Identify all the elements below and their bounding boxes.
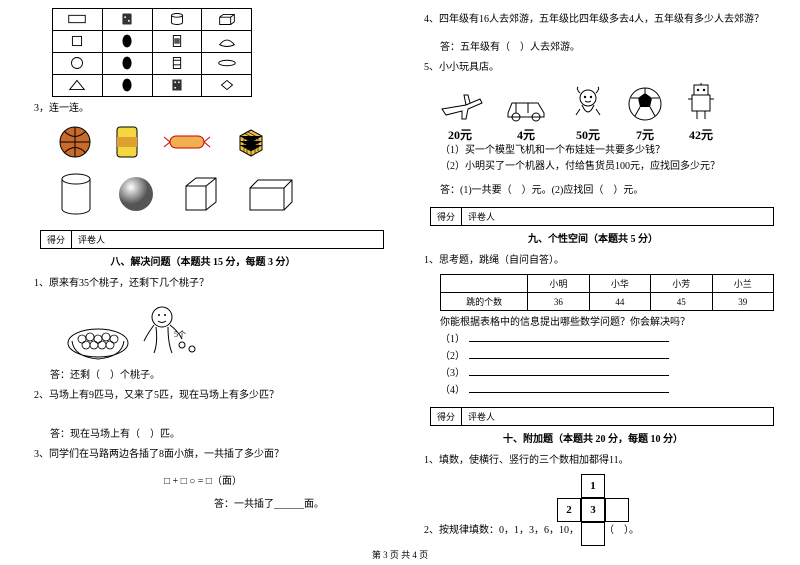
cylinder-icon: [58, 172, 94, 216]
q5-sub1: （1）买一个模型飞机和一个布娃娃一共要多少钱？: [440, 143, 774, 159]
th-blank: [441, 275, 528, 293]
q8-2-ans: 答：现在马场上有（ ）匹。: [50, 427, 384, 443]
section-10-title: 十、附加题（本题共 20 分，每题 10 分）: [412, 430, 774, 445]
jump-rope-table: 小明 小华 小芳 小兰 跳的个数 36 44 45 39: [440, 274, 774, 311]
price-0: 20元: [436, 126, 484, 143]
svg-text:5个: 5个: [174, 330, 186, 339]
th-3: 小兰: [712, 275, 773, 293]
can-icon: [114, 124, 140, 160]
score-label: 得分: [41, 231, 72, 248]
q8-3-ans: 答：一共插了______面。: [22, 495, 384, 510]
shape-category-table: [52, 8, 252, 97]
score-label: 得分: [431, 408, 462, 425]
sphere-icon: [116, 174, 156, 214]
left-column: 3，连一连。 得分 评卷人 八、解决问题（本题共 15 分，每题 3 分） 1、…: [22, 8, 384, 540]
page-footer: 第 3 页 共 4 页: [0, 548, 800, 561]
toy-items-row: [58, 124, 384, 160]
q8-3: 3、同学们在马路两边各插了8面小旗，一共插了多少面？: [34, 447, 384, 462]
grader-label: 评卷人: [462, 208, 501, 225]
cross-midL: 2: [557, 498, 581, 522]
q8-1: 1、原来有35个桃子，还剩下几个桃子？: [34, 276, 384, 291]
airplane-icon: [436, 89, 484, 123]
line-1: （1）: [440, 331, 774, 348]
val-0: 36: [528, 293, 589, 311]
val-1: 44: [589, 293, 650, 311]
cube-icon: [178, 172, 222, 216]
q9-prompt: 你能根据表格中的信息提出哪些数学问题？你会解决吗？: [440, 315, 774, 331]
grader-label: 评卷人: [72, 231, 111, 248]
robot-icon: [682, 81, 720, 123]
section-9-title: 九、个性空间（本题共 5 分）: [412, 230, 774, 245]
cross-top: 1: [581, 474, 605, 498]
line-3: （3）: [440, 365, 774, 382]
q8-2: 2、马场上有9匹马，又来了5匹，现在马场上有多少匹？: [34, 388, 384, 403]
price-2: 50元: [568, 126, 608, 143]
q8-4-ans: 答：五年级有（ ）人去郊游。: [440, 40, 774, 56]
q3-title: 3，连一连。: [34, 101, 384, 116]
price-4: 42元: [682, 126, 720, 143]
line-2: （2）: [440, 348, 774, 365]
th-2: 小芳: [651, 275, 712, 293]
th-0: 小明: [528, 275, 589, 293]
car-icon: [502, 93, 550, 123]
cross-midR: [605, 498, 629, 522]
grader-label: 评卷人: [462, 408, 501, 425]
cross-puzzle: 1 2 3: [557, 474, 629, 517]
val-2: 45: [651, 293, 712, 311]
score-box-8: 得分 评卷人: [40, 230, 384, 249]
q9-1: 1、思考题，跳绳（自问自答）。: [424, 253, 774, 268]
score-box-10: 得分 评卷人: [430, 407, 774, 426]
val-3: 39: [712, 293, 773, 311]
section-8-title: 八、解决问题（本题共 15 分，每题 3 分）: [22, 253, 384, 268]
score-label: 得分: [431, 208, 462, 225]
basketball-icon: [58, 125, 92, 159]
q10-1: 1、填数，使横行、竖行的三个数相加都得11。: [424, 453, 774, 468]
q5-ans: 答：(1)一共要（ ）元。(2)应找回（ ）元。: [440, 183, 774, 199]
peach-basket-sketch: 5个: [62, 297, 384, 366]
score-box-9: 得分 评卷人: [430, 207, 774, 226]
q8-5: 5、小小玩具店。: [424, 60, 774, 75]
line-4: （4）: [440, 382, 774, 399]
right-column: 4、四年级有16人去郊游，五年级比四年级多去4人，五年级有多少人去郊游？ 答：五…: [412, 8, 774, 540]
q5-sub2: （2）小明买了一个机器人，付给售货员100元，应找回多少元？: [440, 159, 774, 175]
q8-3-equation: □ + □ ○ = □（面）: [22, 472, 384, 487]
th-1: 小华: [589, 275, 650, 293]
price-3: 7元: [626, 126, 664, 143]
doll-icon: [568, 85, 608, 123]
football-icon: [626, 85, 664, 123]
cross-midC: 3: [581, 498, 605, 522]
q8-1-ans: 答：还剩（ ）个桃子。: [50, 368, 384, 384]
price-1: 4元: [502, 126, 550, 143]
q8-4: 4、四年级有16人去郊游，五年级比四年级多去4人，五年级有多少人去郊游？: [424, 12, 774, 27]
geometry-shapes-row: [58, 172, 384, 216]
toy-store-row: 20元 4元 50元 7元 42元: [436, 81, 774, 143]
row-label: 跳的个数: [441, 293, 528, 311]
candy-icon: [162, 132, 212, 152]
rubiks-cube-icon: [234, 125, 268, 159]
cross-bottom: [581, 522, 605, 546]
cuboid-icon: [244, 176, 296, 212]
